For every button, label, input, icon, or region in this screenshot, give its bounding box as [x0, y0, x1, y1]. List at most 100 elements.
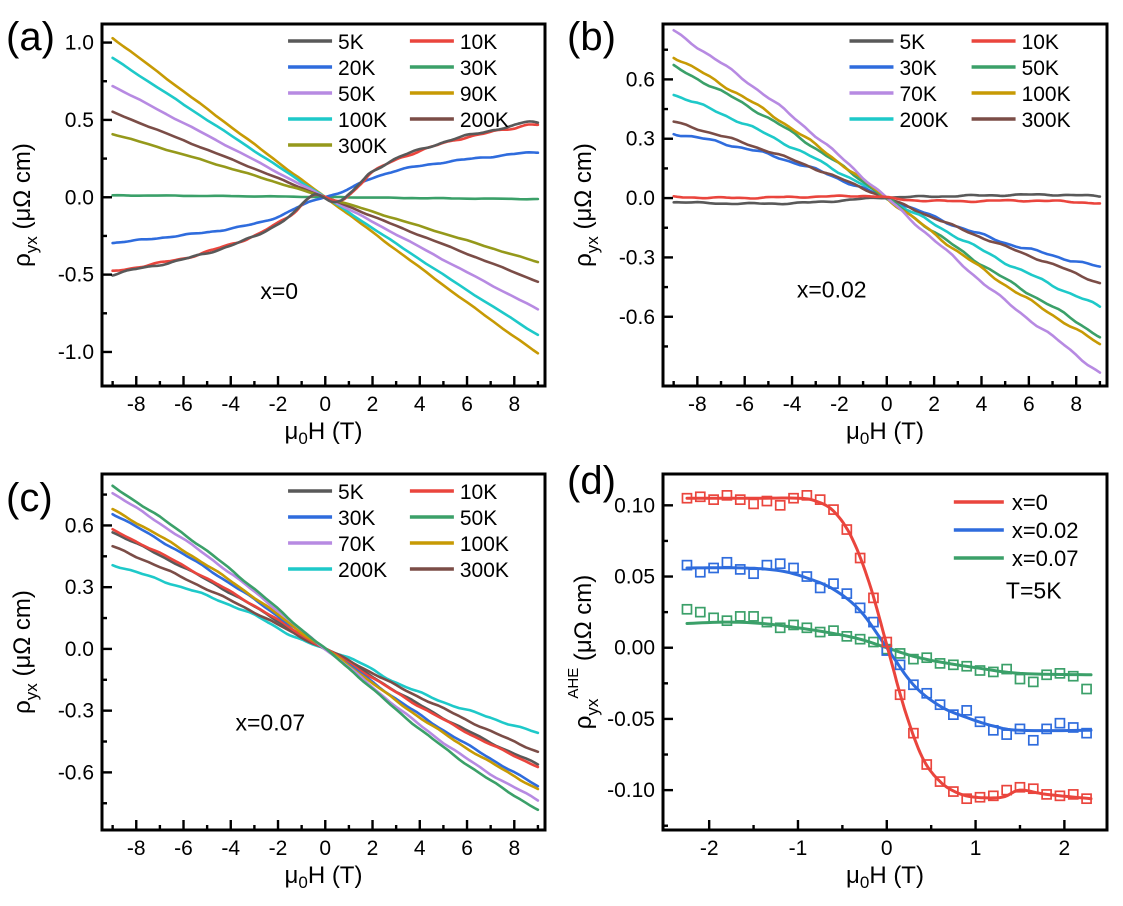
scatter-point — [774, 622, 786, 634]
scatter-point — [828, 625, 839, 636]
scatter-point — [748, 611, 759, 622]
y-tick-label: -0.10 — [607, 779, 655, 802]
axis-ticks — [102, 493, 540, 830]
scatter-point — [721, 556, 733, 568]
scatter-point — [1081, 727, 1092, 739]
x-axis-label: μ0H (T) — [846, 862, 924, 892]
y-tick-label: 1.0 — [65, 32, 94, 55]
scatter-point — [774, 499, 786, 511]
scatter-point — [908, 727, 919, 739]
scatter-point — [948, 786, 959, 797]
y-tick-label: 0.00 — [614, 637, 655, 660]
scatter-point — [1014, 781, 1026, 793]
axis-ticks — [663, 48, 1102, 386]
x-tick-label: -1 — [789, 837, 808, 860]
scatter-series-x-0.02 — [681, 556, 1092, 746]
scatter-point — [987, 666, 999, 678]
legend-label: 10K — [1022, 31, 1059, 54]
panel-annotation: x=0.07 — [235, 709, 305, 735]
scatter-point — [814, 582, 826, 594]
legend-item-200k: 200K — [288, 559, 387, 582]
x-tick-label: 4 — [414, 837, 426, 860]
legend-label: 30K — [338, 507, 375, 530]
scatter-point — [854, 602, 866, 614]
legend-label: x=0.07 — [1012, 546, 1079, 571]
scatter-point — [934, 658, 946, 669]
scatter-point — [1081, 683, 1092, 695]
scatter-point — [774, 558, 786, 570]
legend-label: 300K — [1022, 109, 1071, 132]
scatter-point — [828, 504, 839, 515]
x-tick-label: 8 — [508, 837, 520, 860]
scatter-point — [921, 652, 933, 664]
panel-letter: (a) — [6, 15, 55, 59]
scatter-point — [934, 699, 946, 711]
x-tick-label: -4 — [221, 393, 240, 416]
scatter-point — [748, 498, 759, 510]
legend-item-300k: 300K — [288, 135, 387, 158]
x-tick-label: -4 — [221, 837, 240, 860]
x-tick-label: -2 — [269, 837, 288, 860]
y-axis-label: ρyx (μΩ cm) — [9, 590, 41, 714]
x-tick-label: 2 — [367, 837, 379, 860]
x-tick-label: -8 — [127, 393, 146, 416]
x-axis-label: μ0H (T) — [846, 418, 924, 448]
x-tick-label: 6 — [1023, 393, 1035, 416]
scatter-point — [801, 622, 813, 634]
scatter-point — [934, 776, 946, 787]
scatter-point — [1027, 734, 1039, 746]
legend-label: 50K — [460, 507, 497, 530]
y-tick-label: -0.6 — [619, 306, 655, 329]
x-tick-label: -2 — [269, 393, 288, 416]
x-tick-label: 0 — [319, 393, 331, 416]
series-group — [111, 484, 540, 812]
scatter-point — [734, 494, 746, 505]
legend-label: 5K — [338, 481, 364, 504]
scatter-point — [694, 566, 706, 578]
legend-item-10k: 10K — [409, 481, 497, 504]
plot-frame — [100, 22, 547, 388]
legend: x=0 x=0.02 x=0.07 — [953, 490, 1079, 571]
tick-labels: -8 -6 -4 -2 0 2 4 6 8 1.0 0.5 0.0 -0.5 -1.0 — [58, 32, 520, 416]
x-tick-label: -2 — [830, 393, 849, 416]
scatter-point — [1027, 783, 1039, 795]
series-group — [111, 36, 540, 355]
y-tick-label: 0.3 — [626, 128, 655, 151]
legend-item-10k: 10K — [409, 31, 497, 54]
legend-item-50k: 50K — [409, 507, 497, 530]
scatter-point — [761, 559, 773, 571]
scatter-point — [814, 626, 826, 638]
scatter-point — [801, 571, 813, 582]
plot-frame — [661, 472, 1109, 832]
plot-frame — [100, 472, 547, 832]
scatter-point — [1014, 723, 1026, 735]
x-tick-label: 6 — [461, 393, 473, 416]
scatter-point — [881, 636, 893, 648]
scatter-point — [894, 689, 906, 701]
tick-labels: -8 -6 -4 -2 0 2 4 6 8 0.6 0.3 0.0 -0.3 -0.6 — [58, 514, 520, 860]
scatter-point — [694, 606, 706, 618]
scatter-point — [854, 552, 866, 564]
scatter-series-x-0 — [681, 490, 1092, 805]
legend-label: 100K — [338, 109, 387, 132]
scatter-point — [761, 616, 773, 628]
x-tick-label: 8 — [508, 393, 520, 416]
scatter-point — [721, 615, 733, 627]
legend-item-30k: 30K — [849, 57, 937, 80]
legend-label: 5K — [338, 31, 364, 54]
legend-label: 100K — [460, 533, 509, 556]
scatter-point — [1067, 789, 1079, 800]
line-series-5k — [111, 120, 540, 277]
line-series-10k — [111, 123, 540, 272]
scatter-point — [961, 660, 973, 672]
scatter-point — [974, 791, 986, 803]
scatter-point — [708, 562, 719, 574]
scatter-point — [1054, 668, 1066, 679]
x-tick-label: -6 — [174, 393, 193, 416]
panel-annotation: x=0 — [260, 278, 298, 304]
tick-labels: -8 -6 -4 -2 0 2 4 6 8 0.6 0.3 0.0 -0.3 -0.6 — [619, 68, 1082, 416]
scatter-point — [921, 759, 933, 770]
panel-letter: (b) — [567, 15, 616, 59]
legend-label: 30K — [899, 57, 936, 80]
scatter-point — [1014, 673, 1026, 685]
